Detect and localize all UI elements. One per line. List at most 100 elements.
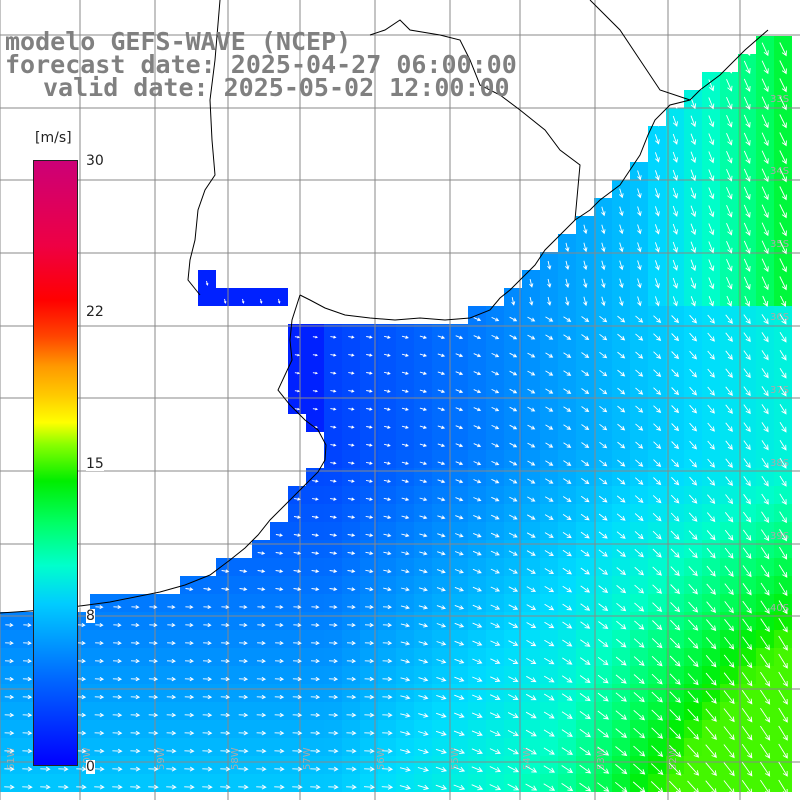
field-cell <box>774 54 792 72</box>
field-cell <box>774 324 792 342</box>
field-cell <box>756 108 774 126</box>
field-cell <box>324 522 342 540</box>
field-cell <box>450 378 468 396</box>
arrow-icon <box>743 204 751 218</box>
arrow-icon <box>310 748 321 754</box>
arrow-icon <box>725 476 733 487</box>
field-cell <box>486 504 504 522</box>
field-cell <box>594 720 612 738</box>
field-cell <box>756 396 774 414</box>
arrow-icon <box>707 386 715 396</box>
arrow-icon <box>40 766 51 772</box>
field-cell <box>252 702 270 720</box>
field-cell <box>558 720 576 738</box>
arrow-icon <box>637 170 642 181</box>
arrow-icon <box>617 369 626 377</box>
arrow-icon <box>779 439 787 451</box>
arrow-icon <box>633 763 646 775</box>
field-cell <box>630 486 648 504</box>
field-cell <box>378 522 396 540</box>
field-cell <box>738 90 756 108</box>
arrow-icon <box>401 335 409 339</box>
arrow-icon <box>672 259 678 271</box>
field-cell <box>486 450 504 468</box>
arrow-icon <box>724 636 735 650</box>
arrow-icon <box>312 407 319 411</box>
arrow-icon <box>726 169 733 182</box>
longitude-label: 59W <box>156 747 167 770</box>
arrow-icon <box>562 585 573 593</box>
arrow-icon <box>148 658 158 664</box>
arrow-icon <box>778 635 788 651</box>
field-cell <box>594 504 612 522</box>
field-cell <box>774 306 792 324</box>
arrow-icon <box>743 332 751 343</box>
arrow-icon <box>672 187 678 199</box>
arrow-icon <box>580 603 591 611</box>
field-cell <box>486 648 504 666</box>
field-cell <box>702 324 720 342</box>
field-cell <box>648 234 666 252</box>
arrow-icon <box>527 460 536 466</box>
arrow-icon <box>742 618 752 632</box>
arrow-icon <box>292 694 303 700</box>
field-cell <box>144 594 162 612</box>
arrow-icon <box>651 638 663 649</box>
arrow-icon <box>761 150 769 165</box>
latitude-label: 36S <box>770 312 789 323</box>
arrow-icon <box>22 676 33 682</box>
arrow-icon <box>382 712 393 718</box>
arrow-icon <box>454 676 465 682</box>
arrow-icon <box>348 461 355 465</box>
field-cell <box>612 648 630 666</box>
arrow-icon <box>688 583 698 595</box>
arrow-icon <box>455 407 464 412</box>
arrow-icon <box>401 479 410 484</box>
field-cell <box>504 720 522 738</box>
field-cell <box>378 468 396 486</box>
field-cell <box>738 162 756 180</box>
field-cell <box>468 522 486 540</box>
arrow-icon <box>239 551 248 555</box>
arrow-icon <box>365 515 374 519</box>
field-cell <box>648 180 666 198</box>
arrow-icon <box>292 712 303 718</box>
arrow-icon <box>760 653 771 669</box>
colorbar-tick-8: 8 <box>86 608 95 624</box>
arrow-icon <box>473 407 482 412</box>
field-cell <box>756 450 774 468</box>
arrow-icon <box>563 406 572 412</box>
field-cell <box>468 702 486 720</box>
arrow-icon <box>634 584 645 594</box>
field-cell <box>630 414 648 432</box>
field-cell <box>378 594 396 612</box>
arrow-icon <box>383 533 392 538</box>
arrow-icon <box>330 335 337 339</box>
field-cell <box>108 594 126 612</box>
arrow-icon <box>725 350 733 360</box>
field-cell <box>288 378 306 396</box>
field-cell <box>324 738 342 756</box>
field-cell <box>666 702 684 720</box>
field-cell <box>504 756 522 774</box>
field-cell <box>306 468 324 486</box>
arrow-icon <box>706 565 716 577</box>
field-cell <box>414 324 432 342</box>
field-cell <box>558 252 576 270</box>
field-cell <box>234 774 252 792</box>
arrow-icon <box>579 746 592 756</box>
field-cell <box>216 558 234 576</box>
field-cell <box>432 378 450 396</box>
field-cell <box>648 738 666 756</box>
field-cell <box>612 630 630 648</box>
field-cell <box>270 648 288 666</box>
arrow-icon <box>274 712 285 718</box>
field-cell <box>144 702 162 720</box>
arrow-icon <box>599 477 608 485</box>
arrow-icon <box>654 188 660 199</box>
arrow-icon <box>617 405 626 413</box>
field-cell <box>648 432 666 450</box>
field-cell <box>234 558 252 576</box>
field-cell <box>378 432 396 450</box>
arrow-icon <box>579 728 591 738</box>
